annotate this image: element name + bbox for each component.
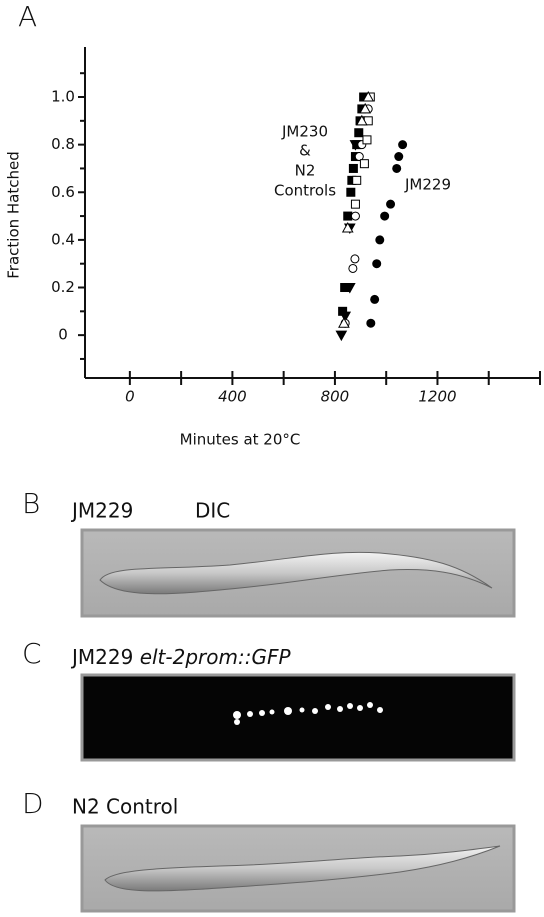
point bbox=[362, 90, 375, 102]
point bbox=[392, 163, 402, 173]
panel-label: A bbox=[18, 0, 37, 33]
y-tick-label: 0.4 bbox=[51, 230, 75, 248]
point bbox=[346, 187, 356, 197]
point bbox=[338, 317, 350, 328]
x-tick-label: 800 bbox=[321, 388, 350, 406]
point bbox=[348, 163, 358, 173]
y-tick-label: 1.0 bbox=[51, 88, 75, 106]
point bbox=[350, 199, 360, 209]
caption-label: N2 Control bbox=[72, 795, 178, 819]
annotation: JM229 bbox=[404, 176, 451, 194]
gfp-nuclei bbox=[233, 702, 383, 725]
point bbox=[370, 294, 380, 304]
point bbox=[394, 152, 404, 162]
y-tick-label: 0 bbox=[58, 326, 68, 344]
point bbox=[354, 128, 364, 138]
annotation: JM230 bbox=[281, 123, 328, 141]
y-axis-title: Fraction Hatched bbox=[5, 151, 23, 279]
strain: JM229 bbox=[70, 645, 133, 669]
gfp-image bbox=[80, 673, 516, 762]
panel-label: D bbox=[22, 787, 44, 820]
point bbox=[348, 263, 358, 273]
point bbox=[398, 140, 408, 150]
annotation: Controls bbox=[274, 182, 336, 200]
x-tick-label: 0 bbox=[125, 388, 135, 406]
point bbox=[359, 159, 369, 169]
point bbox=[366, 318, 376, 328]
x-tick-label: 400 bbox=[218, 388, 247, 406]
point bbox=[354, 152, 364, 162]
worm bbox=[104, 845, 501, 892]
point bbox=[335, 330, 348, 342]
point bbox=[350, 211, 360, 221]
strain-label: JM229 bbox=[70, 499, 133, 523]
panel-label: C bbox=[22, 637, 42, 670]
panel-label: B bbox=[22, 487, 40, 520]
y-tick-label: 0.8 bbox=[51, 135, 75, 153]
worm bbox=[99, 551, 493, 595]
point bbox=[343, 211, 353, 221]
point bbox=[380, 211, 390, 221]
point bbox=[375, 235, 385, 245]
point bbox=[362, 135, 372, 145]
annotation: N2 bbox=[295, 162, 316, 180]
y-tick-label: 0.6 bbox=[51, 183, 75, 201]
point bbox=[339, 311, 352, 323]
point bbox=[372, 259, 382, 269]
point bbox=[352, 175, 362, 185]
annotation: & bbox=[299, 142, 311, 160]
reporter: elt-2prom::GFP bbox=[140, 645, 292, 669]
point bbox=[386, 199, 396, 209]
y-tick-label: 0.2 bbox=[51, 278, 75, 296]
point bbox=[350, 254, 360, 264]
x-axis-title: Minutes at 20°C bbox=[180, 431, 301, 449]
point bbox=[341, 221, 354, 233]
point bbox=[355, 114, 368, 126]
method-label: DIC bbox=[195, 499, 230, 523]
strain-label: JM229 elt-2prom::GFP bbox=[70, 645, 291, 669]
point bbox=[359, 102, 372, 114]
x-tick-label: 1200 bbox=[418, 388, 456, 406]
point bbox=[343, 283, 356, 294]
